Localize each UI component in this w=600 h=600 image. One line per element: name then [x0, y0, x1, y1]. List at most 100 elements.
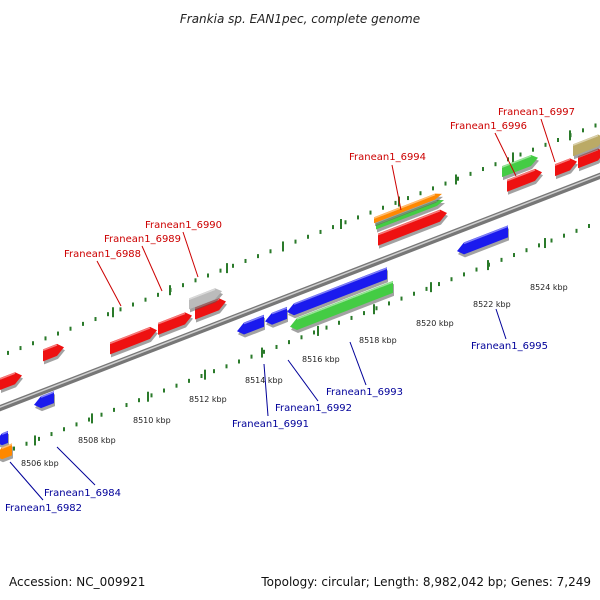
gene-label-franean1-6996[interactable]: Franean1_6996 — [450, 121, 527, 132]
gene-label-franean1-6991[interactable]: Franean1_6991 — [232, 419, 309, 430]
scale-labels: 8506 kbp 8508 kbp 8510 kbp 8512 kbp 8514… — [21, 283, 568, 468]
scale-label-8524: 8524 kbp — [530, 283, 568, 292]
gene-forward-edge-left-highlight — [0, 372, 16, 380]
gene-franean1-6993-body — [290, 280, 393, 331]
scale-label-8506: 8506 kbp — [21, 459, 59, 468]
gene-franean1-6996-green-highlight — [501, 155, 532, 168]
gene-franean1-6991 — [237, 314, 265, 338]
gene-franean1-6989-highlight — [157, 312, 186, 325]
gene-forward-edge-left — [0, 372, 23, 393]
gene-franean1-6995-body — [457, 225, 508, 255]
scale-label-8518: 8518 kbp — [359, 336, 397, 345]
gene-franean1-6993-highlight — [296, 281, 394, 320]
gene-franean1-6990-body — [195, 298, 226, 320]
forward-gene-labels: Franean1_6988 Franean1_6989 Franean1_699… — [64, 107, 575, 260]
gene-label-franean1-6993[interactable]: Franean1_6993 — [326, 387, 403, 398]
gene-franean1-6992 — [265, 306, 288, 328]
gene-grey-pseudo-body — [189, 288, 222, 310]
gene-franean1-6988 — [109, 326, 158, 358]
gene-franean1-6994-green-body — [376, 199, 444, 230]
gene-franean1-6993 — [290, 280, 394, 334]
leader-6988 — [96, 260, 122, 307]
scale-label-8522: 8522 kbp — [473, 300, 511, 309]
gene-franean1-6996-green — [501, 154, 539, 181]
gene-forward-small-highlight — [42, 344, 58, 352]
gene-label-franean1-6989[interactable]: Franean1_6989 — [104, 234, 181, 245]
gene-forward-small-body — [43, 343, 64, 362]
gene-franean1-6991-body — [237, 314, 264, 335]
gene-franean1-6997-red-highlight — [554, 158, 571, 166]
gene-franean1-6996-red — [506, 168, 543, 195]
gene-label-franean1-6994[interactable]: Franean1_6994 — [349, 152, 426, 163]
gene-khaki — [572, 134, 600, 160]
leader-6989 — [141, 245, 163, 292]
gene-grey-pseudo — [188, 288, 223, 313]
leader-6982 — [9, 461, 44, 501]
gene-label-franean1-6997[interactable]: Franean1_6997 — [498, 107, 575, 118]
gene-franean1-6995-highlight — [463, 225, 509, 245]
gene-franean1-6994-red-highlight — [377, 209, 441, 236]
scale-label-8516: 8516 kbp — [302, 355, 340, 364]
gene-grey-pseudo-highlight — [188, 288, 216, 301]
gene-franean1-6992b — [287, 267, 388, 319]
gene-franean1-6994-orange-highlight — [373, 193, 436, 219]
gene-reverse-edge-highlight — [1, 431, 9, 435]
gene-franean1-6994-orange — [373, 193, 443, 227]
leader-6993 — [349, 341, 367, 386]
reverse-tick-track — [13, 224, 590, 451]
gene-label-franean1-6982[interactable]: Franean1_6982 — [5, 503, 82, 514]
gene-reverse-edge-body — [0, 430, 8, 446]
leader-6990 — [182, 231, 199, 278]
gene-features — [0, 134, 600, 463]
leader-6984 — [56, 446, 96, 486]
gene-franean1-6989-body — [158, 312, 192, 335]
gene-franean1-6988-highlight — [109, 327, 151, 345]
gene-franean1-6984-body — [34, 391, 54, 409]
map-title: Frankia sp. EAN1pec, complete genome — [180, 12, 420, 26]
gene-franean1-6994-orange-body — [374, 193, 442, 224]
scale-label-8510: 8510 kbp — [133, 416, 171, 425]
gene-franean1-6994-red-body — [378, 209, 447, 246]
gene-label-franean1-6988[interactable]: Franean1_6988 — [64, 249, 141, 260]
leader-6991 — [263, 363, 269, 417]
gene-franean1-6988-body — [110, 326, 157, 355]
gene-khaki-body — [573, 134, 600, 157]
gene-franean1-6996-green-body — [502, 154, 538, 178]
gene-franean1-6996-red-body — [507, 168, 542, 192]
gene-label-franean1-6992[interactable]: Franean1_6992 — [275, 403, 352, 414]
reverse-gene-labels: Franean1_6982 Franean1_6984 Franean1_699… — [5, 341, 548, 514]
gene-label-franean1-6995[interactable]: Franean1_6995 — [471, 341, 548, 352]
gene-franean1-6992b-highlight — [293, 267, 388, 305]
gene-franean1-6992b-body — [287, 267, 387, 316]
gene-label-franean1-6990[interactable]: Franean1_6990 — [145, 220, 222, 231]
gene-khaki-highlight — [572, 134, 599, 146]
gene-forward-edge-right-body — [578, 148, 600, 169]
gene-franean1-6994-red — [377, 209, 448, 249]
gene-franean1-6984-highlight — [40, 391, 55, 398]
topology-text: Topology: circular; Length: 8,982,042 bp… — [260, 575, 591, 589]
gene-franean1-6982-body — [0, 443, 12, 460]
gene-franean1-6984 — [34, 391, 55, 412]
gene-franean1-6992-body — [265, 306, 287, 325]
gene-franean1-6989 — [157, 312, 193, 338]
label-leader-lines — [9, 118, 556, 501]
gene-franean1-6997-red — [554, 158, 578, 180]
scale-label-8520: 8520 kbp — [416, 319, 454, 328]
gene-franean1-6982-highlight — [1, 443, 13, 449]
gene-label-franean1-6984[interactable]: Franean1_6984 — [44, 488, 121, 499]
accession-text: Accession: NC_009921 — [9, 575, 145, 589]
gene-franean1-6995 — [457, 225, 509, 258]
gene-franean1-6991-highlight — [243, 315, 265, 325]
leader-6997 — [540, 118, 556, 163]
scale-label-8514: 8514 kbp — [245, 376, 283, 385]
leader-6995 — [495, 308, 507, 340]
scale-label-8512: 8512 kbp — [189, 395, 227, 404]
scale-label-8508: 8508 kbp — [78, 436, 116, 445]
leader-6992 — [287, 359, 319, 402]
gene-franean1-6996-red-highlight — [506, 169, 536, 182]
gene-reverse-edge — [0, 430, 9, 449]
leader-6996 — [494, 132, 517, 177]
forward-tick-track — [7, 123, 597, 355]
gene-franean1-6992-highlight — [271, 307, 288, 315]
